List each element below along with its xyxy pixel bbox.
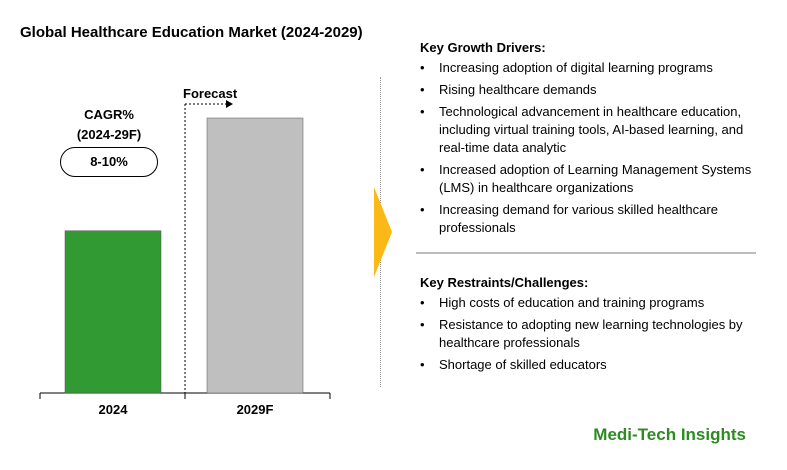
- list-item: • Technological advancement in healthcare…: [420, 103, 765, 157]
- list-item-text: Increased adoption of Learning Managemen…: [439, 162, 752, 195]
- bullet-icon: •: [420, 162, 425, 177]
- cagr-label: CAGR% (2024-29F): [60, 105, 158, 145]
- cagr-value-badge: 8-10%: [60, 147, 158, 177]
- list-item-text: Technological advancement in healthcare …: [439, 104, 744, 155]
- brand-logo: Medi-Tech Insights: [593, 425, 746, 444]
- bullet-icon: •: [420, 104, 425, 119]
- list-item-text: High costs of education and training pro…: [439, 295, 705, 310]
- bullet-icon: •: [420, 82, 425, 97]
- growth-drivers-list: • Increasing adoption of digital learning…: [420, 59, 765, 237]
- cagr-label-line1: CAGR%: [84, 107, 134, 122]
- list-item: • Rising healthcare demands: [420, 81, 765, 99]
- growth-drivers-heading: Key Growth Drivers:: [420, 40, 546, 55]
- bullet-icon: •: [420, 60, 425, 75]
- growth-drivers-panel: Key Growth Drivers: • Increasing adoption…: [420, 40, 765, 241]
- bar-2029F: [206, 117, 304, 394]
- list-item: • Increasing adoption of digital learning…: [420, 59, 765, 77]
- list-item: • Increasing demand for various skilled h…: [420, 201, 765, 237]
- bullet-icon: •: [420, 357, 425, 372]
- restraints-panel: Key Restraints/Challenges: • High costs o…: [420, 275, 765, 378]
- x-tick-label: 2024: [99, 402, 129, 417]
- list-item: • Resistance to adopting new learning tec…: [420, 316, 765, 352]
- restraints-list: • High costs of education and training pr…: [420, 294, 765, 374]
- list-item: • High costs of education and training pr…: [420, 294, 765, 312]
- restraints-heading: Key Restraints/Challenges:: [420, 275, 589, 290]
- x-tick-label: 2029F: [237, 402, 274, 417]
- list-item-text: Resistance to adopting new learning tech…: [439, 317, 743, 350]
- horizontal-divider: [416, 252, 756, 254]
- list-item: • Increased adoption of Learning Manageme…: [420, 161, 765, 197]
- list-item-text: Rising healthcare demands: [439, 82, 597, 97]
- bullet-icon: •: [420, 202, 425, 217]
- bullet-icon: •: [420, 295, 425, 310]
- forecast-label: Forecast: [183, 86, 238, 101]
- list-item-text: Shortage of skilled educators: [439, 357, 607, 372]
- bar-chart: 2024 2029F: [39, 100, 331, 417]
- bar-2024: [64, 230, 162, 394]
- cagr-label-line2: (2024-29F): [76, 127, 142, 142]
- chart-title: Global Healthcare Education Market (2024…: [20, 24, 363, 41]
- list-item-text: Increasing demand for various skilled he…: [439, 202, 718, 235]
- bullet-icon: •: [420, 317, 425, 332]
- arrow-right-icon: [374, 187, 392, 277]
- list-item: • Shortage of skilled educators: [420, 356, 765, 374]
- list-item-text: Increasing adoption of digital learning …: [439, 60, 713, 75]
- forecast-arrow-head-icon: [226, 100, 233, 108]
